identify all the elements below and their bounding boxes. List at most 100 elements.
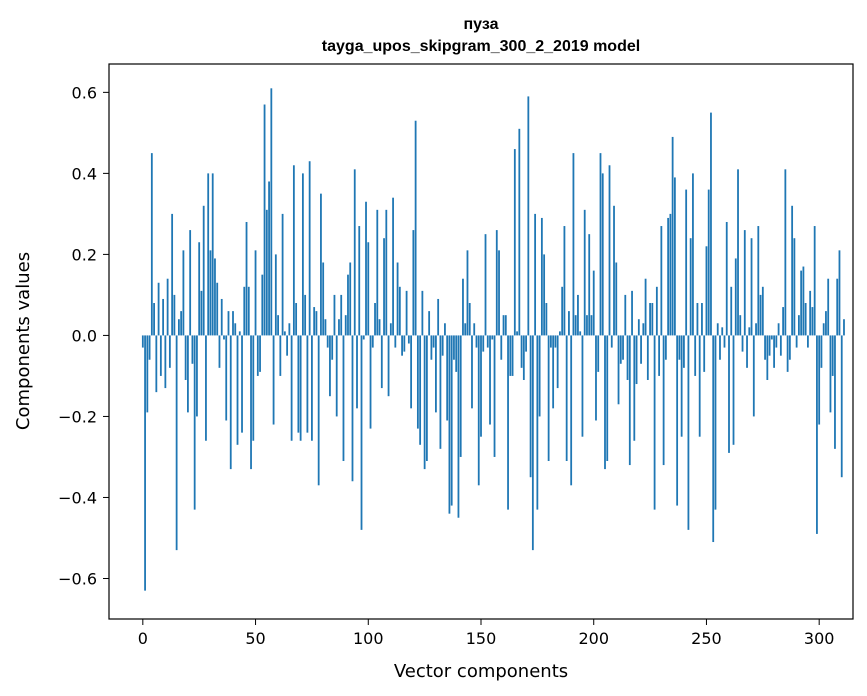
bar [286, 335, 289, 356]
bar [173, 294, 176, 336]
bar [572, 153, 575, 336]
bar [624, 294, 627, 336]
bar [522, 335, 525, 380]
bar [811, 307, 814, 336]
bar [615, 262, 618, 336]
bar [351, 335, 354, 482]
bar [617, 335, 620, 405]
bar [784, 169, 787, 336]
bar [689, 238, 692, 336]
bar [635, 335, 638, 385]
bar [764, 335, 766, 360]
bar [721, 327, 724, 336]
y-axis-label: Components values [13, 252, 34, 430]
bar [680, 335, 683, 437]
bar [308, 161, 311, 336]
bar [392, 197, 394, 336]
bar [464, 323, 467, 336]
bar [344, 315, 347, 336]
bar [750, 238, 753, 336]
bar [840, 335, 843, 478]
bar [371, 335, 374, 348]
bar [148, 335, 151, 360]
bar [207, 173, 210, 336]
bar [439, 335, 442, 449]
bar [480, 335, 482, 437]
y-axis-ticks: −0.6 −0.4 −0.2 0.0 0.2 0.4 0.6 [58, 83, 109, 588]
bar [547, 335, 550, 461]
bar [335, 335, 338, 417]
bar [380, 335, 383, 389]
bar [513, 149, 516, 336]
chart-title: пуза [464, 16, 499, 33]
bar [498, 250, 500, 336]
bar [320, 193, 322, 336]
bar [162, 298, 165, 336]
bar [281, 213, 284, 336]
bar [155, 335, 158, 393]
bar [301, 173, 304, 336]
bar [504, 315, 507, 336]
bar [658, 335, 661, 376]
bar [770, 335, 773, 340]
bar [216, 282, 219, 336]
bar [200, 290, 203, 336]
bar [473, 323, 476, 336]
bar [563, 226, 566, 336]
bar [453, 335, 455, 360]
x-axis-label: Vector components [394, 661, 568, 682]
bar [698, 335, 701, 437]
bar [761, 286, 764, 336]
bar [313, 307, 316, 336]
bar [295, 303, 298, 336]
bar [714, 335, 717, 510]
bar [238, 331, 241, 336]
bar [367, 242, 370, 336]
x-axis-ticks: 0 50 100 150 200 250 300 [138, 619, 834, 648]
bar [416, 335, 419, 429]
bar [430, 335, 433, 360]
bar [407, 335, 410, 344]
y-tick-label: −0.4 [58, 488, 97, 507]
bar [822, 323, 825, 336]
bar [685, 189, 688, 336]
bar [396, 262, 399, 336]
bar [651, 303, 654, 336]
bar [678, 335, 681, 360]
bar [324, 319, 327, 336]
bar [168, 335, 171, 368]
bar [743, 230, 746, 336]
bar [475, 335, 478, 348]
bar [232, 311, 234, 336]
bar [412, 230, 415, 336]
bar [797, 315, 800, 336]
bar [414, 120, 417, 336]
y-tick-label: 0.2 [72, 245, 97, 264]
bar [646, 335, 649, 380]
bar [484, 234, 487, 336]
bar [777, 323, 780, 336]
bar [746, 335, 748, 368]
bar [270, 88, 273, 336]
bar [701, 303, 703, 336]
bar [511, 335, 514, 376]
bar [779, 335, 782, 356]
bar [435, 335, 437, 413]
bar [820, 335, 823, 368]
bar [734, 258, 737, 336]
bar [653, 335, 656, 510]
bar [500, 335, 503, 360]
bar [369, 335, 372, 429]
bar [495, 230, 498, 336]
bar [692, 173, 694, 336]
bar [171, 213, 174, 336]
bar [728, 335, 730, 453]
bar [804, 303, 807, 336]
bar [225, 335, 228, 421]
bar [432, 335, 435, 348]
bar [552, 335, 555, 409]
bar [486, 335, 489, 348]
bar [631, 290, 633, 336]
bar [468, 303, 471, 336]
bar [189, 230, 192, 336]
